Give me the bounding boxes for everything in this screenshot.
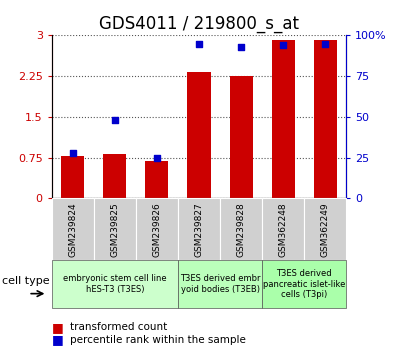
Text: GSM239827: GSM239827 [195, 202, 203, 257]
Text: GSM239824: GSM239824 [68, 202, 77, 257]
Text: GSM239826: GSM239826 [152, 202, 162, 257]
Text: transformed count: transformed count [70, 322, 167, 332]
Text: ■: ■ [52, 333, 64, 346]
Bar [61, 156, 84, 198]
Bar [271, 40, 295, 198]
Title: GDS4011 / 219800_s_at: GDS4011 / 219800_s_at [99, 15, 299, 33]
Point [238, 44, 244, 50]
Text: percentile rank within the sample: percentile rank within the sample [70, 335, 246, 345]
Point [112, 117, 118, 123]
Bar [230, 75, 253, 198]
Text: T3ES derived embr
yoid bodies (T3EB): T3ES derived embr yoid bodies (T3EB) [180, 274, 260, 294]
Text: T3ES derived
pancreatic islet-like
cells (T3pi): T3ES derived pancreatic islet-like cells… [263, 269, 345, 299]
Text: GSM362249: GSM362249 [321, 202, 330, 257]
Text: cell type: cell type [2, 275, 50, 286]
Text: GSM239825: GSM239825 [110, 202, 119, 257]
Point [196, 41, 202, 46]
Text: embryonic stem cell line
hES-T3 (T3ES): embryonic stem cell line hES-T3 (T3ES) [63, 274, 167, 294]
Point [322, 41, 328, 46]
Bar [103, 154, 127, 198]
Bar [314, 40, 337, 198]
Text: ■: ■ [52, 321, 64, 334]
Text: GSM239828: GSM239828 [236, 202, 246, 257]
Point [280, 42, 286, 48]
Bar [187, 72, 211, 198]
Point [70, 150, 76, 155]
Bar [145, 161, 168, 198]
Point [154, 155, 160, 160]
Text: GSM362248: GSM362248 [279, 202, 288, 257]
